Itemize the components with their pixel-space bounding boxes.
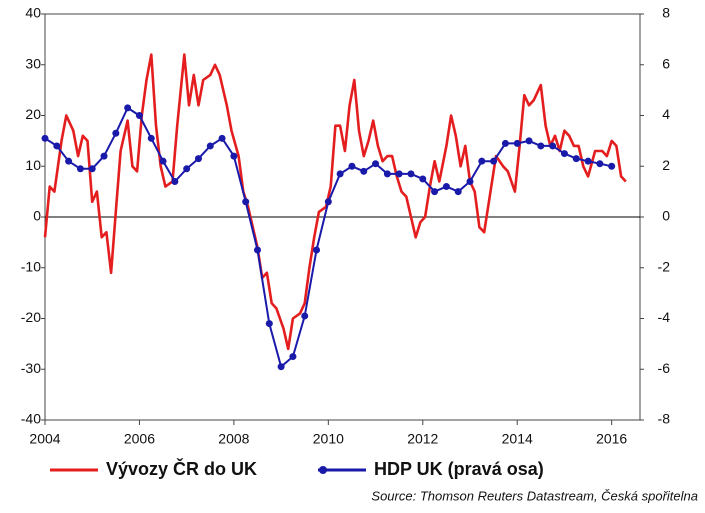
series-point (407, 170, 415, 178)
series-point (206, 142, 214, 150)
y-tick-label: 30 (25, 55, 41, 71)
y2-tick-label: 0 (662, 208, 670, 224)
series-point (112, 129, 120, 137)
y-tick-label: 40 (25, 5, 41, 21)
y-tick-label: 0 (33, 208, 41, 224)
series-point (218, 134, 226, 142)
series-point (537, 142, 545, 150)
series-point (65, 157, 73, 165)
y2-tick-label: 6 (662, 55, 670, 71)
series-point (360, 167, 368, 175)
y2-tick-label: -4 (658, 309, 671, 325)
series-point (242, 198, 250, 206)
series-point (372, 160, 380, 168)
series-point (171, 177, 179, 185)
series-point (230, 152, 238, 160)
series-point (395, 170, 403, 178)
series-point (124, 104, 132, 112)
y2-tick-label: -2 (658, 258, 671, 274)
series-point (501, 139, 509, 147)
series-point (76, 165, 84, 173)
x-tick-label: 2004 (29, 431, 60, 447)
series-point (147, 134, 155, 142)
legend-label: Vývozy ČR do UK (106, 458, 257, 479)
series-point (301, 312, 309, 320)
series-point (254, 246, 261, 254)
series-point (194, 155, 202, 163)
series-point (313, 246, 321, 254)
y2-tick-label: -8 (658, 411, 671, 427)
series-point (419, 175, 427, 183)
x-tick-label: 2012 (407, 431, 438, 447)
series-point (265, 320, 273, 328)
series-point (159, 157, 167, 165)
series-point (53, 142, 61, 150)
series-line (43, 53, 627, 351)
y-tick-label: -10 (21, 258, 41, 274)
series-point (383, 170, 391, 178)
series-point (560, 150, 568, 158)
series-point (135, 112, 143, 119)
series-point (431, 188, 439, 196)
y2-tick-label: 8 (662, 5, 670, 21)
series-point (525, 137, 533, 145)
series-point (336, 170, 344, 178)
x-tick-label: 2014 (502, 431, 533, 447)
series-point (289, 353, 297, 361)
series-point (100, 152, 108, 160)
y-tick-label: -40 (21, 411, 41, 427)
series-point (549, 142, 557, 150)
series-point (596, 160, 604, 168)
y-tick-label: -20 (21, 309, 41, 325)
series-point (348, 162, 356, 170)
y-tick-label: -30 (21, 360, 41, 376)
legend-dot (319, 466, 327, 474)
series-point (454, 188, 462, 196)
series-point (490, 157, 498, 165)
series-point (88, 165, 96, 173)
series-point (572, 155, 580, 163)
legend-label: HDP UK (pravá osa) (374, 459, 544, 479)
series-point (608, 162, 616, 170)
series-point (478, 157, 486, 165)
series-point (277, 363, 285, 371)
y2-tick-label: 2 (662, 157, 670, 173)
series-point (584, 157, 592, 165)
y-tick-label: 20 (25, 106, 41, 122)
series-point (442, 183, 450, 191)
y-tick-label: 10 (25, 157, 41, 173)
x-tick-label: 2008 (218, 431, 249, 447)
x-tick-label: 2016 (596, 431, 627, 447)
series-point (41, 134, 49, 142)
y2-tick-label: 4 (662, 106, 670, 122)
series-point (324, 198, 332, 206)
x-tick-label: 2006 (124, 431, 155, 447)
y2-tick-label: -6 (658, 360, 671, 376)
series-point (466, 177, 474, 185)
series-point (183, 165, 191, 173)
x-tick-label: 2010 (313, 431, 344, 447)
series-point (513, 139, 521, 147)
source: Source: Thomson Reuters Datastream, Česk… (371, 488, 698, 503)
